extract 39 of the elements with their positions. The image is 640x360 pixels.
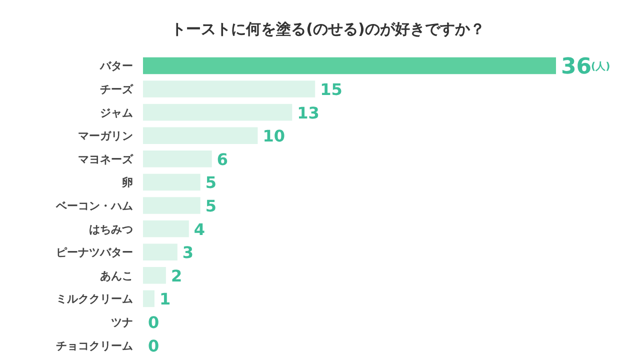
y-tick-label: バター: [99, 60, 133, 73]
y-tick-label: チーズ: [100, 83, 134, 96]
data-label: 5: [205, 196, 216, 216]
data-label: 5: [205, 173, 216, 192]
y-tick-label: チョコクリーム: [56, 339, 133, 352]
data-label: 10: [262, 126, 285, 146]
y-tick-label: マヨネーズ: [78, 152, 134, 166]
bar: [143, 290, 154, 308]
data-label: 1: [159, 290, 171, 309]
data-label: 15: [320, 80, 342, 100]
bar: [143, 80, 316, 98]
bar: [143, 150, 212, 168]
bar: [143, 244, 178, 260]
data-label: 2: [170, 266, 182, 286]
bar: [143, 104, 292, 121]
y-tick-label: ベーコン・ハム: [55, 200, 133, 212]
chart-title: トーストに何を塗る(のせる)のが好きですか？: [171, 20, 485, 38]
text: (人): [591, 60, 610, 73]
data-label: 4: [194, 220, 206, 239]
bar: [143, 174, 200, 191]
y-tick-label: ジャム: [100, 106, 133, 120]
bar: [143, 220, 189, 238]
y-tick-label: ツナ: [111, 316, 133, 329]
bar: [143, 57, 556, 74]
bar: [143, 267, 166, 284]
bar: [143, 127, 258, 144]
y-tick-label: ミルククリーム: [56, 292, 133, 306]
data-label: 3: [182, 243, 194, 262]
bar: [143, 197, 200, 214]
data-label: 6: [216, 150, 228, 169]
y-tick-label: マーガリン: [78, 130, 133, 143]
data-label: 13: [297, 103, 320, 122]
y-tick-label: あんこ: [100, 269, 133, 282]
data-label: 0: [148, 312, 160, 332]
data-label: 0: [148, 336, 160, 356]
y-tick-label: 卵: [121, 176, 133, 190]
data-label: 36: [561, 54, 592, 80]
y-tick-label: はちみつ: [89, 222, 133, 236]
y-tick-label: ピーナツバター: [56, 246, 133, 260]
